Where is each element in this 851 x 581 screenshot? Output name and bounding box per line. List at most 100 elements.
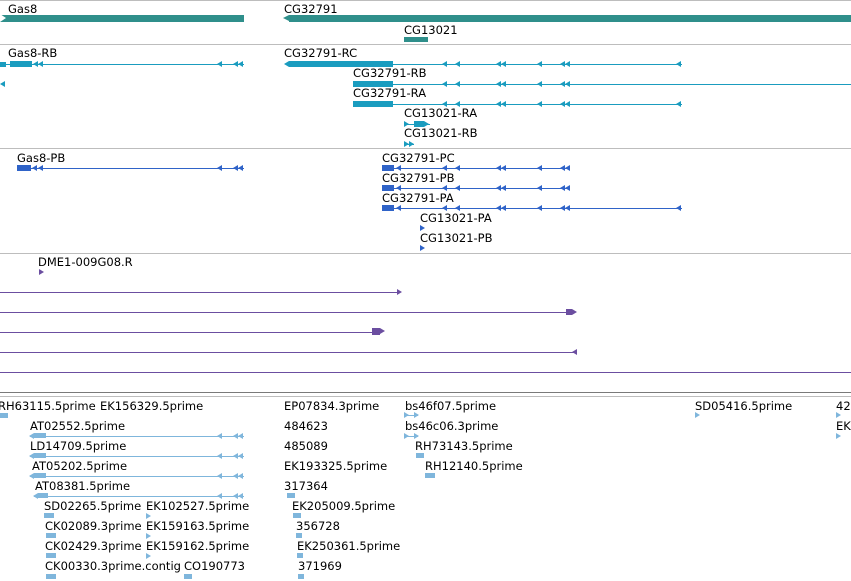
est-feature[interactable]	[44, 513, 54, 518]
clone-alignment[interactable]	[0, 372, 851, 373]
est-label[interactable]: 484623	[284, 419, 328, 433]
est-label[interactable]: SD02265.5prime	[44, 499, 142, 513]
protein-arrow	[496, 185, 501, 191]
est-feature[interactable]	[425, 473, 435, 478]
est-label[interactable]: CK00330.3prime.contig	[45, 559, 181, 573]
est-feature[interactable]	[287, 493, 295, 498]
protein-label[interactable]: Gas8-PB	[17, 151, 66, 165]
clone-alignment[interactable]	[0, 332, 373, 333]
est-label[interactable]: EP07834.3prime	[284, 399, 380, 413]
est-arrow	[217, 473, 222, 479]
transcript-label[interactable]: Gas8-RB	[8, 46, 58, 60]
est-label[interactable]: AT08381.5prime	[35, 479, 131, 493]
clone-alignment[interactable]	[0, 312, 570, 313]
transcript-exon[interactable]	[353, 81, 393, 87]
exon-arrow	[501, 61, 506, 67]
est-label[interactable]: 371969	[298, 559, 342, 573]
est-feature[interactable]	[298, 574, 304, 579]
est-label[interactable]: CK02429.3prime	[45, 539, 142, 553]
protein-arrow	[560, 205, 565, 211]
transcript-label[interactable]: CG13021-RA	[404, 106, 478, 120]
est-label[interactable]: EK193325.5prime	[284, 459, 388, 473]
clone-segment[interactable]	[566, 309, 572, 315]
est-label[interactable]: EK159162.5prime	[146, 539, 250, 553]
protein-segment[interactable]	[382, 205, 394, 211]
gene-feature[interactable]	[404, 37, 428, 42]
est-feature[interactable]	[38, 493, 48, 498]
transcript-exon[interactable]	[353, 101, 393, 107]
transcript-label[interactable]: CG13021-RB	[404, 126, 478, 140]
est-feature[interactable]	[297, 553, 303, 558]
protein-segment[interactable]	[382, 185, 394, 191]
est-label[interactable]: 356728	[296, 519, 340, 533]
est-label[interactable]: EK159163.5prime	[146, 519, 250, 533]
exon-arrow	[404, 121, 409, 127]
transcript-exon[interactable]	[0, 62, 6, 67]
exon-arrow	[560, 61, 565, 67]
est-feature[interactable]	[34, 453, 46, 458]
est-label[interactable]: 42	[836, 399, 851, 413]
est-label[interactable]: RH73143.5prime	[415, 439, 513, 453]
est-arrow	[29, 453, 34, 459]
gene-label[interactable]: CG13021	[404, 23, 458, 37]
est-label[interactable]: AT05202.5prime	[32, 459, 128, 473]
protein-label[interactable]: CG13021-PB	[420, 231, 493, 245]
est-arrow	[695, 412, 700, 418]
est-label[interactable]: 317364	[284, 479, 328, 493]
est-label[interactable]: EK	[836, 419, 851, 433]
est-label[interactable]: 485089	[284, 439, 328, 453]
protein-segment[interactable]	[17, 165, 31, 171]
protein-label[interactable]: CG32791-PA	[382, 191, 454, 205]
est-feature[interactable]	[0, 413, 8, 418]
est-feature[interactable]	[34, 473, 46, 478]
clone-alignment[interactable]	[0, 292, 398, 293]
transcript-label[interactable]: CG32791-RA	[353, 86, 427, 100]
est-label[interactable]: EK250361.5prime	[297, 539, 401, 553]
clone-segment[interactable]	[372, 328, 380, 335]
est-label[interactable]: RH63115.5prime	[0, 399, 96, 413]
transcript-label[interactable]: CG32791-RB	[353, 66, 427, 80]
est-gap	[30, 476, 244, 477]
protein-segment[interactable]	[382, 165, 394, 171]
est-label[interactable]: bs46c06.3prime	[405, 419, 499, 433]
transcript-label[interactable]: CG32791-RC	[284, 46, 358, 60]
protein-label[interactable]: CG13021-PA	[420, 211, 492, 225]
clone-alignment[interactable]	[0, 352, 577, 353]
exon-arrow	[496, 81, 501, 87]
est-feature[interactable]	[46, 553, 56, 558]
protein-arrow	[455, 205, 460, 211]
protein-arrow	[565, 185, 570, 191]
est-label[interactable]: CO190773	[184, 559, 245, 573]
clone-arrow	[39, 269, 44, 275]
est-label[interactable]: RH12140.5prime	[425, 459, 523, 473]
est-feature[interactable]	[416, 453, 424, 458]
track-separator	[0, 0, 851, 1]
est-label[interactable]: SD05416.5prime	[695, 399, 793, 413]
est-label[interactable]: EK205009.5prime	[292, 499, 396, 513]
est-label[interactable]: LD14709.5prime	[30, 439, 127, 453]
gene-feature[interactable]	[289, 15, 851, 22]
est-feature[interactable]	[46, 533, 56, 538]
est-arrow	[146, 553, 151, 559]
protein-label[interactable]: CG32791-PB	[382, 171, 455, 185]
est-feature[interactable]	[293, 513, 301, 518]
est-label[interactable]: EK156329.5prime	[100, 399, 204, 413]
transcript-exon[interactable]	[289, 61, 393, 67]
gene-label[interactable]: CG32791	[284, 2, 338, 16]
est-arrow	[414, 412, 419, 418]
protein-label[interactable]: CG32791-PC	[382, 151, 455, 165]
exon-arrow	[284, 61, 289, 67]
est-label[interactable]: AT02552.5prime	[30, 419, 126, 433]
est-feature[interactable]	[34, 433, 46, 438]
clone-label[interactable]: DME1-009G08.R	[38, 255, 133, 269]
gene-label[interactable]: Gas8	[8, 2, 38, 16]
est-label[interactable]: EK102527.5prime	[146, 499, 250, 513]
transcript-exon[interactable]	[10, 61, 32, 67]
est-label[interactable]: CK02089.3prime	[45, 519, 142, 533]
gene-feature[interactable]	[0, 15, 244, 22]
est-feature[interactable]	[184, 574, 192, 579]
est-feature[interactable]	[46, 574, 56, 579]
transcript-exon[interactable]	[414, 121, 424, 127]
est-label[interactable]: bs46f07.5prime	[405, 399, 497, 413]
est-feature[interactable]	[296, 533, 302, 538]
